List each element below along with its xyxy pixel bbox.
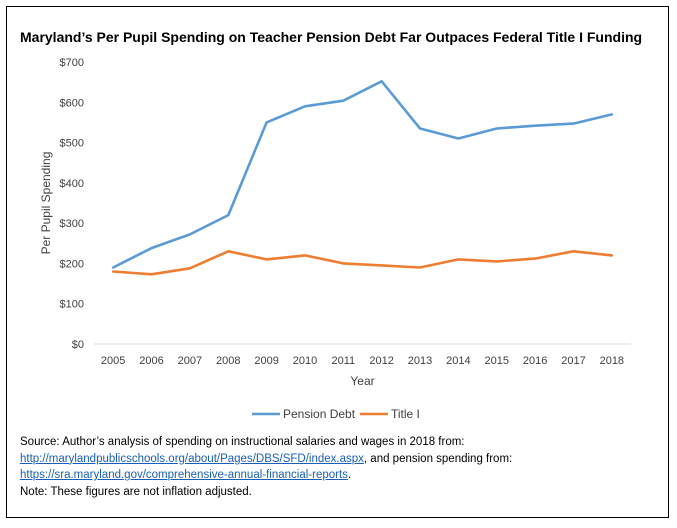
y-tick-label: $100 (60, 299, 84, 311)
series-line-title-i (111, 250, 614, 276)
x-tick-label: 2016 (523, 355, 547, 367)
source-line-3: https://sra.maryland.gov/comprehensive-a… (20, 467, 512, 484)
x-tick-label: 2018 (600, 355, 624, 367)
x-tick-labels: 2005 2006 2007 2008 2009 2010 2011 2012 2013 2014… (101, 355, 624, 367)
y-tick-label: $0 (72, 339, 84, 351)
chart-frame (6, 6, 669, 518)
y-tick-label: $700 (60, 57, 84, 69)
x-tick-label: 2014 (446, 355, 470, 367)
series-lines (111, 80, 614, 276)
y-tick-label: $300 (60, 218, 84, 230)
x-tick-label: 2005 (101, 355, 125, 367)
source-line-3-text: . (347, 469, 352, 481)
x-tick-label: 2015 (485, 355, 509, 367)
x-axis-title: Year (350, 374, 374, 388)
y-tick-label: $500 (60, 138, 84, 150)
x-tick-label: 2017 (561, 355, 585, 367)
chart-title: Maryland’s Per Pupil Spending on Teacher… (20, 29, 643, 45)
source-line-2: http://marylandpublicschools.org/about/P… (20, 451, 512, 468)
source-line-2-text: , and pension spending from: (363, 452, 513, 465)
x-tick-label: 2010 (293, 355, 317, 367)
x-tick-label: 2012 (369, 355, 393, 367)
series-line-pension-debt (111, 80, 614, 269)
y-tick-label: $600 (60, 97, 84, 109)
source-note: Source: Author’s analysis of spending on… (20, 434, 512, 500)
source-link-msde[interactable]: http://marylandpublicschools.org/about/P… (20, 452, 364, 465)
x-tick-label: 2013 (408, 355, 432, 367)
x-tick-label: 2011 (331, 355, 355, 367)
x-tick-label: 2008 (216, 355, 240, 367)
x-tick-label: 2007 (178, 355, 202, 367)
source-line-1: Source: Author’s analysis of spending on… (20, 436, 465, 448)
y-tick-labels: $0 $100 $200 $300 $400 $500 $600 $700 (60, 57, 84, 351)
legend: Pension Debt Title I (252, 407, 420, 421)
y-tick-label: $400 (60, 178, 84, 190)
legend-label: Title I (391, 407, 420, 421)
legend-label: Pension Debt (283, 407, 356, 421)
x-tick-label: 2009 (254, 355, 278, 367)
x-tick-label: 2006 (139, 355, 163, 367)
inflation-note: Note: These figures are not inflation ad… (20, 485, 252, 498)
source-link-sra[interactable]: https://sra.maryland.gov/comprehensive-a… (20, 469, 348, 481)
y-axis-title: Per Pupil Spending (39, 152, 53, 255)
y-tick-label: $200 (60, 258, 84, 270)
